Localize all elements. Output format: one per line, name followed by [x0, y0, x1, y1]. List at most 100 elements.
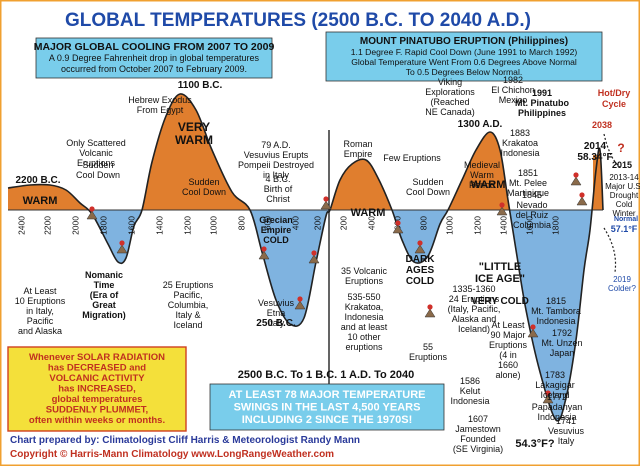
- annotation-line: Krakatoa: [502, 138, 538, 148]
- annotation-line: Cool Down: [406, 187, 450, 197]
- eruption-plume: [499, 202, 505, 208]
- annotation-line: INCLUDING 2 SINCE THE 1970S!: [242, 414, 413, 426]
- annotation-line: in Italy: [263, 170, 290, 180]
- annotation-line: Indonesia: [500, 148, 539, 158]
- annotation-line: Papadanyan: [532, 402, 583, 412]
- eruption-plume: [89, 206, 95, 212]
- cycle-dots: [603, 133, 622, 169]
- annotation-line: El Chichon: [491, 85, 535, 95]
- annotation-line: Pompeii Destroyed: [238, 160, 314, 170]
- annotation-line: Pacific,: [173, 290, 202, 300]
- annotation-line: Roman: [343, 139, 372, 149]
- annotation-line: Indonesia: [450, 396, 489, 406]
- annotation-line: Founded: [460, 434, 496, 444]
- annotation-line: Explorations: [425, 87, 475, 97]
- cooling-box-line-2: occurred from October 2007 to February 2…: [61, 64, 247, 74]
- modern-spike-fill: [593, 155, 599, 210]
- annotation-line: 2015: [612, 160, 632, 170]
- annotation-line: Cold: [616, 200, 632, 209]
- annotation-line: Cool Down: [76, 170, 120, 180]
- annotation-line: 1335-1360: [452, 284, 495, 294]
- annotation-line: SWINGS IN THE LAST 4,500 YEARS: [234, 402, 421, 414]
- annotation-line: Sudden: [82, 160, 113, 170]
- annotation-line: Time: [94, 280, 115, 290]
- annotation-line: COLD: [263, 235, 289, 245]
- annotation-line: Birth of: [264, 184, 293, 194]
- tick-label: 1000: [444, 216, 454, 235]
- tick-label: 400: [290, 216, 300, 230]
- eruption-plume: [323, 196, 329, 202]
- annotation-line: 1783: [545, 370, 565, 380]
- annotation-line: Major U.S.: [605, 182, 640, 191]
- annotation-line: At Least: [491, 320, 525, 330]
- annotation-line: 57.1°F: [611, 224, 638, 234]
- warm-fill: [8, 93, 603, 210]
- tick-label: 800: [236, 216, 246, 230]
- annotation-line: WARM: [175, 133, 213, 147]
- tick-label: 200: [312, 216, 322, 230]
- annotation-line: ICE AGE": [475, 273, 525, 285]
- annotation-line: Volcanic: [79, 148, 113, 158]
- annotation-line: WARM: [351, 207, 386, 219]
- annotation-line: WARM: [471, 179, 506, 191]
- pinatubo-box-line-3: To 0.5 Degrees Below Normal.: [406, 67, 523, 77]
- annotation-line: Etna: [267, 308, 286, 318]
- annotation-line: Warm: [470, 170, 494, 180]
- curve-fills: [8, 93, 603, 421]
- annotation-line: 1991: [532, 88, 552, 98]
- eruption-plume: [119, 240, 125, 246]
- annotation-line: VOLCANIC ACTIVITY: [49, 373, 145, 384]
- annotation-line: Japan: [550, 348, 575, 358]
- annotation-line: Mexico: [499, 95, 528, 105]
- volcano-icon: [308, 254, 320, 264]
- annotation-line: 54.3°F?: [515, 438, 555, 450]
- annotation-line: 1772: [547, 392, 567, 402]
- annotation-line: (Italy, Pacific,: [448, 304, 501, 314]
- volcano-icon: [258, 250, 270, 260]
- annotation-line: Columbia,: [168, 300, 209, 310]
- volcano-icon: [570, 176, 582, 186]
- annotation-line: 2019: [613, 275, 631, 284]
- annotation-line: 1100 B.C.: [178, 80, 223, 91]
- annotation-line: Empire: [344, 149, 373, 159]
- annotation-line: Alaska and: [452, 314, 497, 324]
- cold-cycle-dots: [603, 227, 617, 273]
- annotation-line: Viking: [438, 77, 462, 87]
- volcano-icon: [294, 300, 306, 310]
- annotation-line: Jamestown: [455, 424, 501, 434]
- annotation-line: 10 Eruptions: [15, 296, 66, 306]
- annotation-line: 1660: [498, 360, 518, 370]
- annotation-line: alone): [495, 370, 520, 380]
- annotation-line: Only Scattered: [66, 138, 126, 148]
- volcano-icon: [320, 200, 332, 210]
- volcano-icon: [424, 308, 436, 318]
- annotation-line: 250 B.C.: [256, 318, 296, 329]
- annotation-line: Lakagigar: [535, 380, 575, 390]
- volcano-icon: [496, 206, 508, 216]
- tick-label: 800: [418, 216, 428, 230]
- credit-line-1: Chart prepared by: Climatologist Cliff H…: [10, 435, 360, 446]
- year-2038: 2038: [592, 120, 612, 130]
- annotation-line: Mt. Tambora: [531, 306, 581, 316]
- eruption-plume: [395, 220, 401, 226]
- pinatubo-box-line-2: Global Temperature Went From 0.6 Degrees…: [351, 57, 577, 67]
- eruption-plume: [573, 172, 579, 178]
- annotation-line: Indonesia: [344, 312, 383, 322]
- annotation-line: Few Eruptions: [383, 153, 441, 163]
- annotation-line: (Era of: [90, 290, 120, 300]
- annotation-line: Christ: [266, 194, 290, 204]
- cold-fill: [8, 210, 603, 421]
- hot-dry-label-2: Cycle: [602, 99, 626, 109]
- annotation-line: VERY COLD: [471, 296, 529, 307]
- annotation-line: Hebrew Exodus: [128, 95, 192, 105]
- annotation-line: Period: [469, 180, 495, 190]
- annotation-line: Kelut: [460, 386, 481, 396]
- annotation-line: global temperatures: [52, 394, 143, 405]
- annotation-line: Cool Down: [182, 187, 226, 197]
- annotation-line: SUDDENLY PLUMMET,: [46, 405, 148, 416]
- annotation-line: Sudden: [188, 177, 219, 187]
